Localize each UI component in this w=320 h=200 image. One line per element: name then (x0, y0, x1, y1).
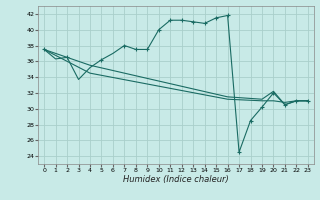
X-axis label: Humidex (Indice chaleur): Humidex (Indice chaleur) (123, 175, 229, 184)
